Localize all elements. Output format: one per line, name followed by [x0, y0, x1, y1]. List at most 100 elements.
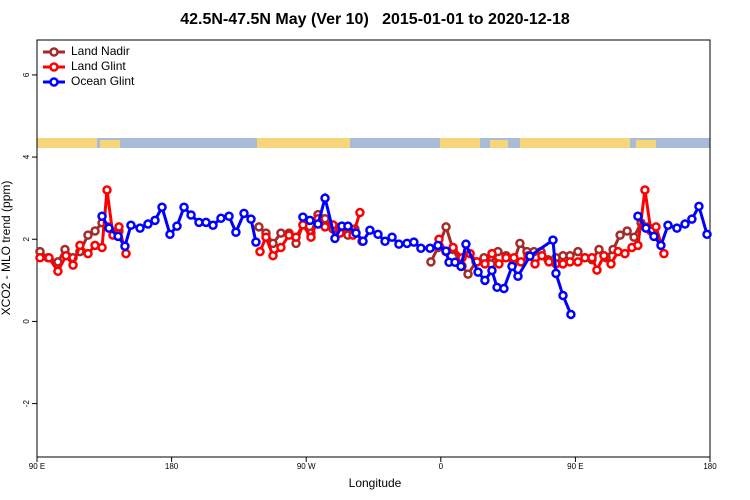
point [633, 211, 643, 221]
point [143, 219, 153, 229]
point [216, 213, 226, 224]
x-tick-label: 180 [703, 462, 717, 471]
point [53, 266, 63, 277]
point [694, 201, 704, 212]
point [239, 208, 249, 219]
point [224, 211, 234, 221]
point [594, 244, 604, 255]
legend-label: Land Glint [71, 59, 126, 73]
point [480, 259, 490, 269]
point [298, 212, 308, 222]
point [150, 215, 160, 226]
point [179, 202, 189, 212]
x-tick-label: 0 [439, 462, 444, 471]
point [587, 252, 597, 263]
point [409, 237, 419, 247]
point [351, 228, 361, 238]
legend-marker [49, 47, 59, 57]
point [165, 229, 175, 240]
point [606, 259, 616, 269]
point [276, 228, 286, 238]
point [425, 243, 435, 254]
point [509, 252, 519, 263]
point [513, 271, 523, 281]
point [254, 222, 264, 232]
legend-label: Land Nadir [71, 44, 130, 58]
point [525, 251, 535, 261]
point [120, 241, 130, 251]
point [456, 261, 466, 272]
point [687, 214, 697, 224]
point [172, 221, 182, 231]
point [387, 232, 397, 242]
point [44, 252, 54, 263]
point [157, 202, 167, 212]
point [515, 238, 525, 249]
point [343, 221, 353, 231]
y-tick-label: 2 [22, 236, 31, 241]
point [298, 220, 308, 230]
point [620, 248, 630, 259]
point [461, 239, 471, 249]
point [305, 215, 315, 226]
point [114, 222, 124, 232]
point [649, 231, 659, 242]
point [126, 220, 136, 231]
point [61, 250, 71, 261]
point [441, 246, 451, 256]
point [448, 242, 458, 253]
point [633, 240, 643, 251]
y-axis-label: XCO2 - MLO trend (ppm) [0, 181, 13, 316]
point [208, 220, 218, 231]
point [320, 193, 330, 203]
point [565, 257, 575, 267]
chart-title: 42.5N-47.5N May (Ver 10) 2015-01-01 to 2… [180, 11, 570, 28]
y-tick-label: 4 [22, 154, 31, 159]
point [487, 248, 497, 259]
point [186, 210, 196, 220]
point [494, 259, 504, 269]
point [135, 223, 145, 233]
y-tick-label: -2 [22, 399, 31, 407]
point [394, 239, 404, 249]
point [291, 232, 301, 242]
point [102, 185, 112, 195]
y-tick-label: 0 [22, 319, 31, 324]
point [246, 214, 256, 224]
point [487, 265, 497, 276]
point [672, 223, 682, 233]
point [104, 223, 114, 233]
point [702, 229, 712, 240]
point [255, 246, 265, 257]
point [659, 248, 669, 259]
point [499, 283, 509, 294]
map-strip [37, 138, 710, 148]
point [330, 233, 340, 244]
point [480, 275, 490, 286]
point [651, 222, 661, 232]
point [380, 236, 390, 247]
point [663, 220, 673, 231]
point [551, 268, 561, 279]
point [365, 225, 375, 235]
point [640, 185, 650, 195]
point [121, 248, 131, 259]
legend-label: Ocean Glint [71, 74, 135, 88]
point [530, 259, 540, 269]
point [592, 265, 602, 275]
point [548, 235, 558, 245]
point [83, 248, 93, 259]
x-axis-label: Longitude [349, 476, 402, 490]
point [473, 267, 483, 277]
point [433, 240, 443, 251]
point [113, 231, 123, 242]
legend-marker [49, 77, 59, 87]
point [622, 226, 632, 236]
point [75, 240, 85, 251]
point [416, 243, 426, 254]
point [615, 230, 625, 240]
y-tick-label: 6 [22, 72, 31, 77]
point [355, 207, 365, 218]
point [516, 257, 526, 267]
x-tick-label: 90 E [567, 462, 583, 471]
